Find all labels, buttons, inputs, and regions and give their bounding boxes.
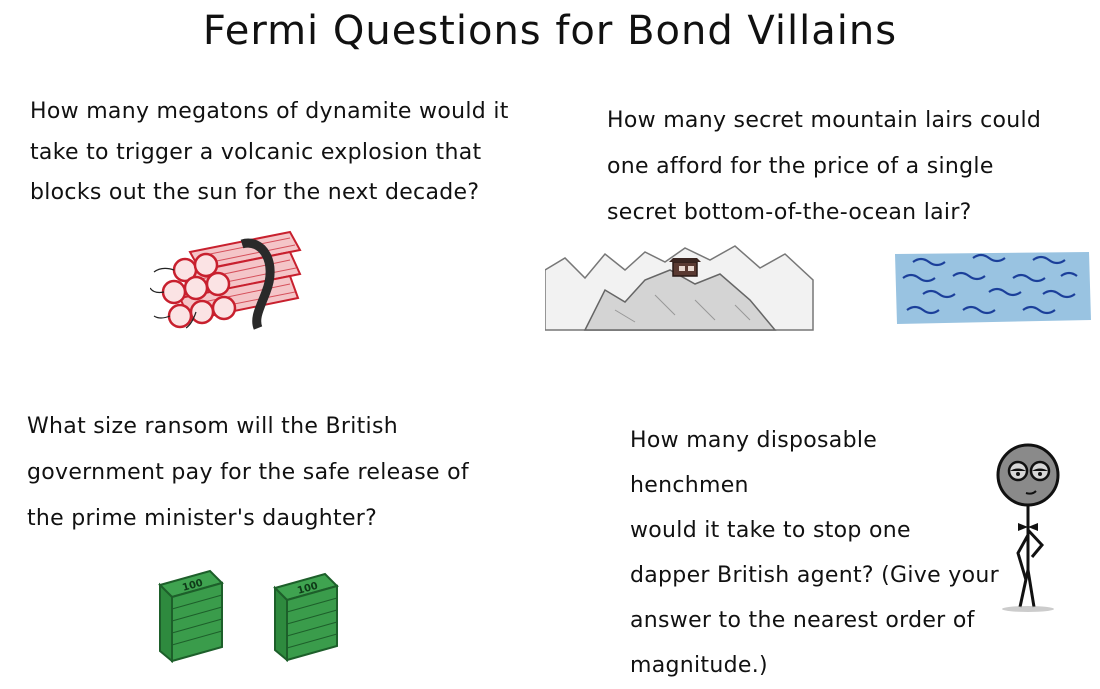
page-title: Fermi Questions for Bond Villains <box>202 8 898 54</box>
ocean-icon <box>895 252 1091 324</box>
dynamite-bundle-icon <box>150 230 302 330</box>
question-henchmen: How many disposable henchmen would it ta… <box>630 428 999 679</box>
question-ransom: What size ransom will the British govern… <box>27 414 469 532</box>
villain-stick-figure-icon <box>996 443 1060 612</box>
question-lairs: How many secret mountain lairs could one… <box>607 108 1042 226</box>
money-stack-icon: 100 <box>158 569 224 664</box>
question-dynamite: How many megatons of dynamite would it t… <box>30 99 509 206</box>
money-stack-icon: 100 <box>273 572 339 663</box>
mountain-lair-icon <box>545 245 814 331</box>
